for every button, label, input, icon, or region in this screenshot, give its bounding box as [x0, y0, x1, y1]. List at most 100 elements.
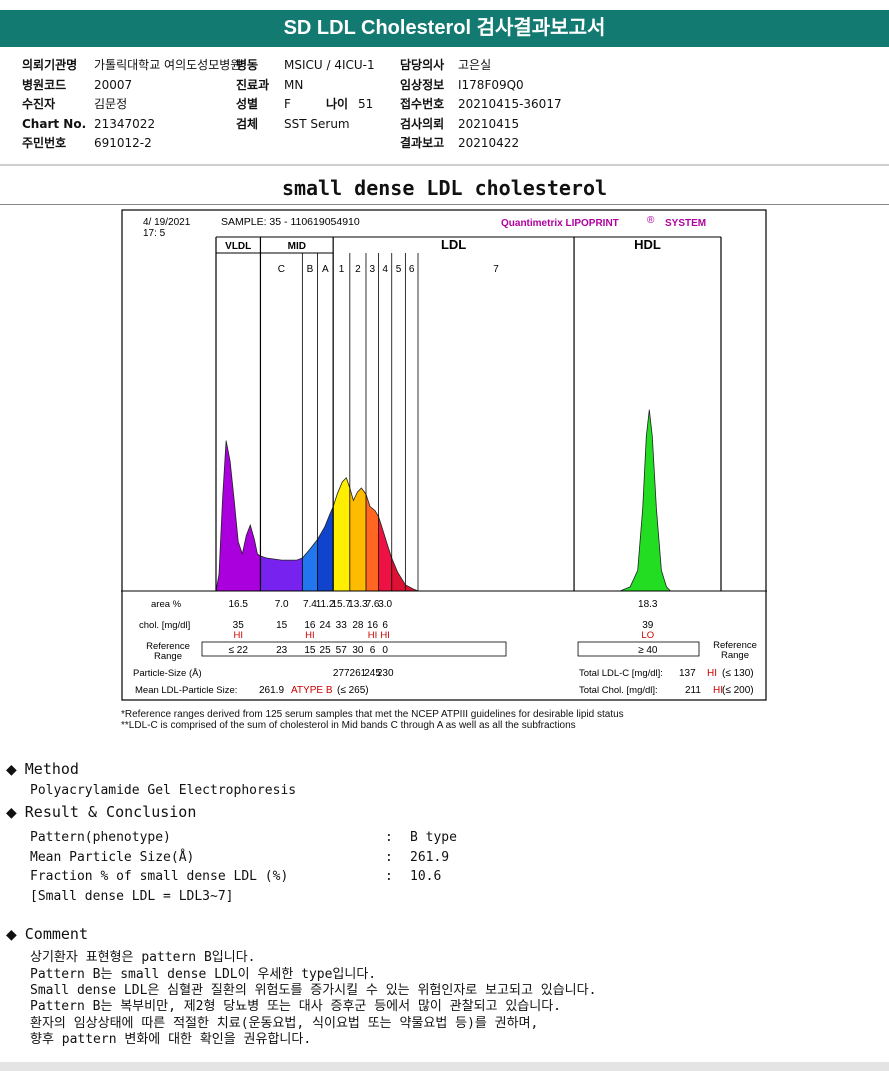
band-label: 3: [370, 264, 376, 275]
group-label-mid: MID: [288, 241, 306, 252]
ref-box-right: [577, 641, 700, 657]
particle-value: 277: [333, 668, 350, 679]
ref-value: 15: [304, 645, 316, 656]
comment-line: 환자의 임상상태에 따른 적절한 치료(운동요법, 식이요법 또는 약물요법 등…: [30, 1016, 539, 1031]
band-segment-B: [302, 539, 318, 591]
chol-label: chol. [mg/dl]: [139, 620, 190, 631]
ref-value: 0: [382, 645, 388, 656]
ref-value: ≥ 40: [638, 645, 658, 656]
ref-right-label: Range: [721, 650, 749, 661]
comment-line: Pattern B는 복부비만, 제2형 당뇨병 또는 대사 증후군 등에서 많…: [30, 999, 561, 1014]
band-label: A: [322, 264, 329, 275]
chol-flag: HI: [368, 630, 378, 641]
area-value: 13.3: [348, 599, 368, 610]
area-value: 11.2: [316, 599, 335, 610]
info-row: Chart No. 21347022: [22, 116, 156, 131]
result-note: [Small dense LDL = LDL3~7]: [30, 889, 234, 904]
chol-flag: LO: [641, 630, 654, 641]
area-value: 3.0: [378, 599, 392, 610]
divider: [0, 204, 889, 205]
footnote: **LDL-C is comprised of the sum of chole…: [121, 720, 576, 731]
total-ldlc-value: 137: [679, 668, 696, 679]
area-label: area %: [151, 599, 182, 610]
chol-value: 39: [642, 620, 654, 631]
particle-label: Particle-Size (Å): [133, 668, 202, 679]
info-row: 결과보고 20210422: [400, 136, 520, 150]
band-segment-6: [405, 584, 418, 591]
band-segment-A: [317, 506, 334, 591]
area-value: 7.0: [275, 599, 289, 610]
chol-flag: HI: [233, 630, 243, 641]
chol-value: 24: [320, 620, 332, 631]
result-row: Pattern(phenotype): B type: [30, 830, 457, 845]
band-label: 7: [493, 264, 499, 275]
chol-value: 6: [382, 620, 388, 631]
band-segment-C: [260, 556, 303, 591]
result-row: Mean Particle Size(Å):261.9: [30, 850, 450, 865]
ref-value: 23: [276, 645, 288, 656]
band-segment-HDL: [620, 409, 671, 591]
ref-label: Range: [154, 651, 182, 662]
bottom-bar: [0, 1062, 889, 1071]
total-ldlc-flag: HI: [707, 668, 717, 679]
chol-value: 16: [304, 620, 316, 631]
diamond-icon: ◆: [6, 762, 17, 778]
band-segment-4: [378, 516, 392, 591]
info-row: 접수번호 20210415-36017: [400, 97, 562, 111]
chart-time: 17: 5: [143, 228, 166, 239]
result-row: Fraction % of small dense LDL (%):10.6: [30, 869, 442, 884]
result-heading: ◆ Result & Conclusion: [6, 803, 197, 821]
total-chol-flag: HI: [713, 685, 723, 696]
comment-line: 향후 pattern 변화에 대한 확인을 권유합니다.: [30, 1032, 312, 1047]
method-text: Polyacrylamide Gel Electrophoresis: [30, 783, 297, 798]
ref-value: 57: [336, 645, 348, 656]
band-label: 4: [382, 264, 388, 275]
brand-label-2: SYSTEM: [665, 218, 706, 229]
info-row: 진료과 MN: [236, 77, 304, 92]
info-row: 임상정보 I178F09Q0: [400, 77, 524, 92]
mean-label: Mean LDL-Particle Size:: [135, 685, 237, 696]
info-row: 병원코드 20007: [22, 77, 133, 92]
band-segment-1: [333, 477, 350, 591]
diamond-icon: ◆: [6, 805, 17, 821]
chol-value: 35: [233, 620, 245, 631]
group-label-vldl: VLDL: [225, 241, 251, 252]
info-row: 검사의뢰 20210415: [400, 116, 520, 131]
band-label: B: [307, 264, 314, 275]
mean-range: (≤ 265): [337, 685, 369, 696]
ref-value: 25: [320, 645, 332, 656]
chol-value: 28: [352, 620, 364, 631]
diamond-icon: ◆: [6, 927, 17, 943]
total-chol-label: Total Chol. [mg/dl]:: [579, 685, 658, 696]
report-title: SD LDL Cholesterol 검사결과보고서: [0, 10, 889, 47]
band-segment-VLDL: [216, 440, 261, 591]
info-row: 병동 MSICU / 4ICU-1: [236, 58, 375, 72]
chart-frame: [121, 209, 767, 701]
sample-label: SAMPLE: 35 - 110619054910: [221, 216, 360, 228]
ref-right-label: Reference: [713, 640, 757, 651]
mean-type: ATYPE B: [291, 685, 333, 696]
info-row: 성별 F 나이 51: [236, 97, 374, 111]
area-value: 15.7: [332, 599, 352, 610]
band-label: 5: [396, 264, 402, 275]
band-segment-3: [365, 494, 379, 591]
band-segment-2: [349, 488, 366, 591]
info-row: 수진자 김문정: [22, 97, 128, 111]
ref-value: 30: [352, 645, 364, 656]
chart-date: 4/ 19/2021: [143, 217, 191, 228]
total-ldlc-label: Total LDL-C [mg/dl]:: [579, 668, 663, 679]
comment-heading: ◆ Comment: [6, 925, 88, 943]
info-row: 검체 SST Serum: [236, 116, 350, 131]
brand-label: Quantimetrix LIPOPRINT: [501, 218, 619, 229]
ref-label: Reference: [146, 641, 190, 652]
comment-line: Small dense LDL은 심혈관 질환의 위험도를 증가시킬 수 있는 …: [30, 983, 597, 998]
info-row: 의뢰기관명 가톨릭대학교 여의도성모병원: [22, 58, 242, 72]
footnote: *Reference ranges derived from 125 serum…: [121, 709, 624, 720]
info-row: 담당의사 고은실: [400, 58, 492, 72]
group-label-ldl: LDL: [441, 237, 466, 252]
info-column-3: 담당의사 고은실 임상정보 I178F09Q0 접수번호 20210415-36017…: [400, 56, 562, 154]
area-value: 7.6: [366, 599, 380, 610]
divider: [0, 164, 889, 166]
info-column-1: 의뢰기관명 가톨릭대학교 여의도성모병원 병원코드 20007 수진자 김문정 Cha…: [22, 56, 241, 154]
